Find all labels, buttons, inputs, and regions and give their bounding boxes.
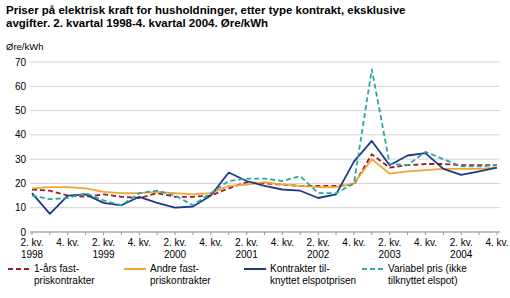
grid-line [30,159,500,160]
x-tick [139,232,140,235]
legend: 1-års fast-priskontrakter Andre fast-pris… [8,263,467,286]
x-tick [353,232,354,235]
x-tick [371,232,372,235]
x-tick-label: 4. kv. [199,237,222,248]
legend-label: Variabel pris (ikketilknyttet elspot) [388,263,467,286]
y-tick-label: 70 [15,57,27,68]
x-tick [264,232,265,235]
x-tick-label: 4. kv. [56,237,79,248]
grid-line [30,207,500,208]
y-tick-label: 40 [15,129,27,140]
x-tick-label: 2. kv.1998 [20,237,43,260]
grid-line [30,110,500,111]
x-tick [389,232,390,235]
legend-swatch [362,268,384,270]
grid-line [30,134,500,135]
x-tick [318,232,319,235]
legend-swatch [244,268,266,270]
legend-swatch [8,268,30,270]
x-tick [85,232,86,235]
series-line [32,154,497,198]
y-tick-label: 50 [15,105,27,116]
y-tick-label: 20 [15,178,27,189]
x-tick [282,232,283,235]
x-tick-label: 4. kv. [342,237,365,248]
x-tick [192,232,193,235]
x-tick [103,232,104,235]
y-axis-label: Øre/kWh [6,41,43,52]
x-tick [479,232,480,235]
legend-swatch [124,268,146,270]
x-tick-label: 4. kv. [271,237,294,248]
chart: Priser på elektrisk kraft for husholdnin… [0,0,510,298]
x-tick [425,232,426,235]
title: Priser på elektrisk kraft for husholdnin… [6,4,405,29]
x-tick [443,232,444,235]
y-tick-label: 10 [15,202,27,213]
y-tick-label: 30 [15,154,27,165]
x-tick-label: 2. kv.1999 [92,237,115,260]
x-tick [67,232,68,235]
x-tick-label: 4. kv. [128,237,151,248]
x-tick [246,232,247,235]
x-tick-label: 2. kv.2002 [307,237,330,260]
legend-label: Kontrakter til-knyttet elspotprisen [270,263,356,286]
grid-line [30,86,500,87]
grid [30,62,500,232]
series-line [32,69,497,205]
plot-area [32,69,497,214]
x-tick [336,232,337,235]
x-tick [175,232,176,235]
legend-label: Andre fast-priskontrakter [150,263,211,286]
x-tick-label: 2. kv.2003 [378,237,401,260]
x-tick [157,232,158,235]
x-tick [210,232,211,235]
x-tick-label: 2. kv.2004 [450,237,473,260]
legend-label: 1-års fast-priskontrakter [34,263,95,286]
x-tick [407,232,408,235]
x-tick [300,232,301,235]
x-tick [497,232,498,235]
x-tick-label: 2. kv.2001 [235,237,258,260]
series-line [32,159,497,194]
x-tick [49,232,50,235]
x-tick-label: 4. kv. [414,237,437,248]
y-tick-label: 0 [20,227,26,238]
x-tick [228,232,229,235]
x-tick-label: 4. kv. [485,237,508,248]
x-tick [461,232,462,235]
grid-line [30,62,500,63]
x-tick [121,232,122,235]
y-tick-label: 60 [15,81,27,92]
x-tick-label: 2. kv.2000 [163,237,186,260]
x-tick [32,232,33,235]
